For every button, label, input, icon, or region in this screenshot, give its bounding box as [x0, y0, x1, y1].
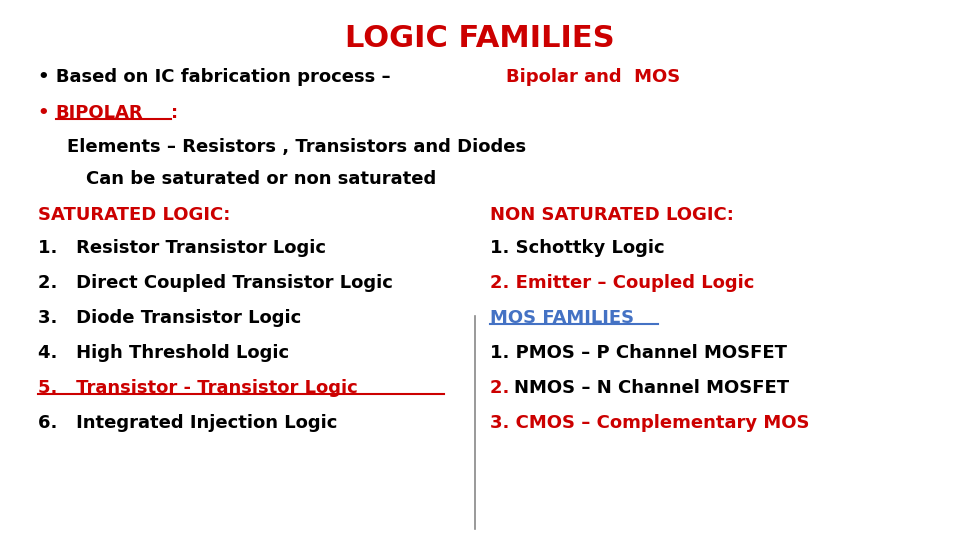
Text: 1. PMOS – P Channel MOSFET: 1. PMOS – P Channel MOSFET [490, 344, 786, 362]
Text: 1. Schottky Logic: 1. Schottky Logic [490, 239, 664, 256]
Text: •: • [38, 104, 57, 122]
Text: 1.   Resistor Transistor Logic: 1. Resistor Transistor Logic [38, 239, 326, 256]
Text: MOS FAMILIES: MOS FAMILIES [490, 309, 634, 327]
Text: 3. CMOS – Complementary MOS: 3. CMOS – Complementary MOS [490, 414, 809, 432]
Text: 2. Emitter – Coupled Logic: 2. Emitter – Coupled Logic [490, 274, 754, 292]
Text: :: : [171, 104, 178, 122]
Text: Elements – Resistors , Transistors and Diodes: Elements – Resistors , Transistors and D… [67, 138, 526, 156]
Text: BIPOLAR: BIPOLAR [56, 104, 143, 122]
Text: Can be saturated or non saturated: Can be saturated or non saturated [86, 170, 437, 188]
Text: SATURATED LOGIC:: SATURATED LOGIC: [38, 206, 230, 224]
Text: 2.: 2. [490, 379, 516, 397]
Text: LOGIC FAMILIES: LOGIC FAMILIES [346, 24, 614, 53]
Text: NON SATURATED LOGIC:: NON SATURATED LOGIC: [490, 206, 733, 224]
Text: Bipolar and  MOS: Bipolar and MOS [506, 68, 681, 85]
Text: 4.   High Threshold Logic: 4. High Threshold Logic [38, 344, 290, 362]
Text: 3.   Diode Transistor Logic: 3. Diode Transistor Logic [38, 309, 301, 327]
Text: NMOS – N Channel MOSFET: NMOS – N Channel MOSFET [514, 379, 789, 397]
Text: 2.   Direct Coupled Transistor Logic: 2. Direct Coupled Transistor Logic [38, 274, 394, 292]
Text: 5.   Transistor - Transistor Logic: 5. Transistor - Transistor Logic [38, 379, 358, 397]
Text: • Based on IC fabrication process –: • Based on IC fabrication process – [38, 68, 397, 85]
Text: 6.   Integrated Injection Logic: 6. Integrated Injection Logic [38, 414, 338, 432]
